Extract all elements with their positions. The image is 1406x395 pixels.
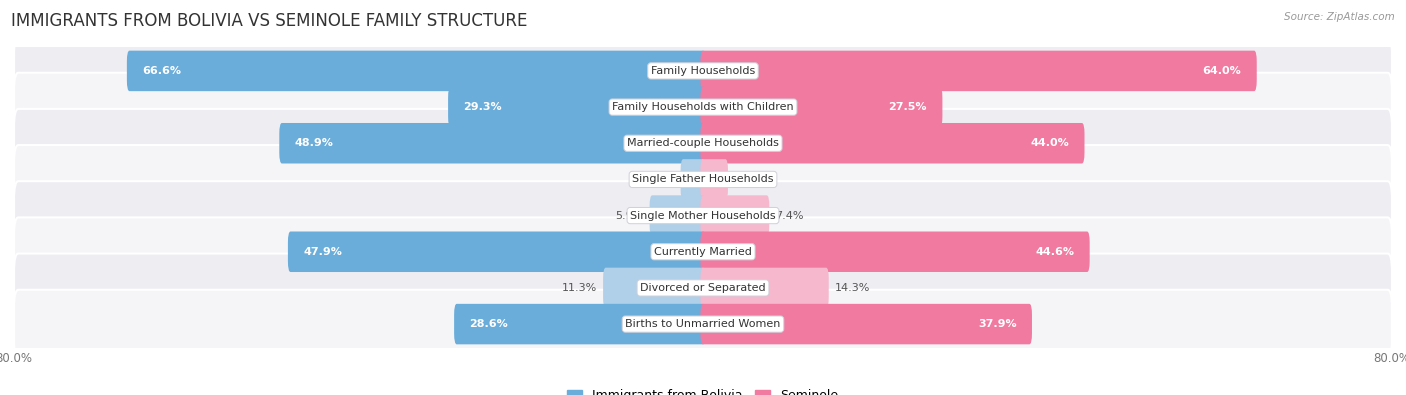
FancyBboxPatch shape bbox=[700, 87, 942, 127]
Text: 5.9%: 5.9% bbox=[616, 211, 644, 220]
Text: 11.3%: 11.3% bbox=[562, 283, 598, 293]
FancyBboxPatch shape bbox=[14, 254, 1392, 322]
Text: 29.3%: 29.3% bbox=[464, 102, 502, 112]
Text: Family Households with Children: Family Households with Children bbox=[612, 102, 794, 112]
FancyBboxPatch shape bbox=[700, 123, 1084, 164]
FancyBboxPatch shape bbox=[14, 73, 1392, 141]
Text: 28.6%: 28.6% bbox=[470, 319, 509, 329]
FancyBboxPatch shape bbox=[14, 37, 1392, 105]
FancyBboxPatch shape bbox=[700, 231, 1090, 272]
Text: 44.6%: 44.6% bbox=[1035, 247, 1074, 257]
Text: Source: ZipAtlas.com: Source: ZipAtlas.com bbox=[1284, 12, 1395, 22]
Text: Single Mother Households: Single Mother Households bbox=[630, 211, 776, 220]
FancyBboxPatch shape bbox=[700, 268, 828, 308]
FancyBboxPatch shape bbox=[288, 231, 706, 272]
FancyBboxPatch shape bbox=[681, 159, 706, 199]
FancyBboxPatch shape bbox=[603, 268, 706, 308]
Text: 27.5%: 27.5% bbox=[889, 102, 927, 112]
FancyBboxPatch shape bbox=[700, 51, 1257, 91]
Text: 47.9%: 47.9% bbox=[304, 247, 342, 257]
Text: Currently Married: Currently Married bbox=[654, 247, 752, 257]
Text: 2.6%: 2.6% bbox=[734, 175, 762, 184]
Text: Married-couple Households: Married-couple Households bbox=[627, 138, 779, 148]
Text: 44.0%: 44.0% bbox=[1031, 138, 1069, 148]
FancyBboxPatch shape bbox=[454, 304, 706, 344]
Text: 7.4%: 7.4% bbox=[775, 211, 804, 220]
Text: Single Father Households: Single Father Households bbox=[633, 175, 773, 184]
Text: IMMIGRANTS FROM BOLIVIA VS SEMINOLE FAMILY STRUCTURE: IMMIGRANTS FROM BOLIVIA VS SEMINOLE FAMI… bbox=[11, 12, 527, 30]
Text: Divorced or Separated: Divorced or Separated bbox=[640, 283, 766, 293]
FancyBboxPatch shape bbox=[449, 87, 706, 127]
FancyBboxPatch shape bbox=[700, 196, 769, 236]
FancyBboxPatch shape bbox=[700, 304, 1032, 344]
FancyBboxPatch shape bbox=[700, 159, 728, 199]
FancyBboxPatch shape bbox=[650, 196, 706, 236]
FancyBboxPatch shape bbox=[280, 123, 706, 164]
FancyBboxPatch shape bbox=[14, 109, 1392, 178]
FancyBboxPatch shape bbox=[14, 145, 1392, 214]
FancyBboxPatch shape bbox=[14, 290, 1392, 358]
Text: 66.6%: 66.6% bbox=[142, 66, 181, 76]
Text: 64.0%: 64.0% bbox=[1202, 66, 1241, 76]
FancyBboxPatch shape bbox=[14, 217, 1392, 286]
Text: 2.3%: 2.3% bbox=[647, 175, 675, 184]
Text: 48.9%: 48.9% bbox=[295, 138, 333, 148]
Text: 14.3%: 14.3% bbox=[835, 283, 870, 293]
Legend: Immigrants from Bolivia, Seminole: Immigrants from Bolivia, Seminole bbox=[562, 384, 844, 395]
FancyBboxPatch shape bbox=[14, 181, 1392, 250]
FancyBboxPatch shape bbox=[127, 51, 706, 91]
Text: 37.9%: 37.9% bbox=[977, 319, 1017, 329]
Text: Births to Unmarried Women: Births to Unmarried Women bbox=[626, 319, 780, 329]
Text: Family Households: Family Households bbox=[651, 66, 755, 76]
